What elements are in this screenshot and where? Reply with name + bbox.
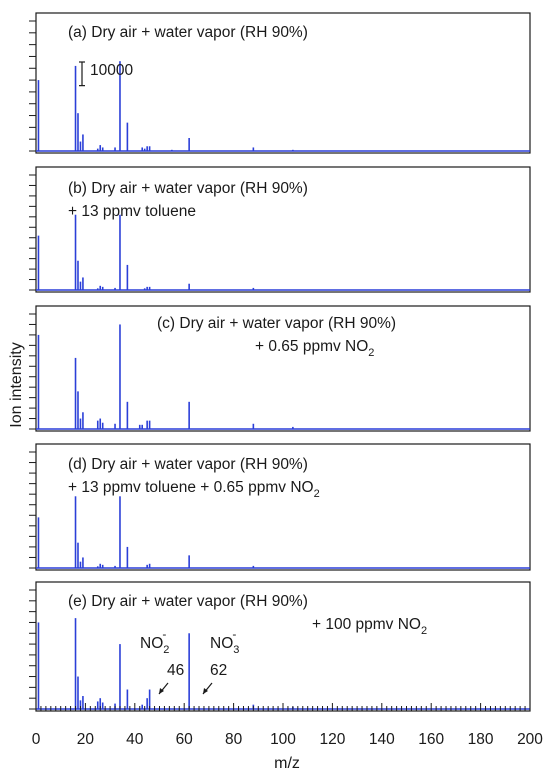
x-tick-label: 20 — [77, 731, 95, 748]
annotation-ion: NO2- — [140, 627, 169, 656]
panel-c: (c) Dry air + water vapor (RH 90%) + 0.65… — [29, 305, 531, 432]
scale-bar-label: 10000 — [90, 62, 133, 79]
arrow-head — [203, 688, 208, 694]
x-tick-label: 120 — [319, 731, 345, 748]
annotation-ion: NO3- — [210, 627, 239, 656]
x-tick-label: 80 — [225, 731, 243, 748]
panel-label-line1: (d) Dry air + water vapor (RH 90%) — [68, 456, 308, 473]
panel-label-line2: + 13 ppmv toluene + 0.65 ppmv NO2 — [68, 479, 320, 500]
panel-frame — [35, 166, 531, 293]
x-tick-label: 160 — [418, 731, 444, 748]
annotation-62: NO3- 62 — [202, 627, 239, 695]
x-tick-label: 180 — [468, 731, 494, 748]
panel-label-line1: (b) Dry air + water vapor (RH 90%) — [68, 180, 308, 197]
x-tick-label: 40 — [126, 731, 144, 748]
x-tick-label: 200 — [517, 731, 543, 748]
panels: (a) Dry air + water vapor (RH 90%)10000(… — [29, 12, 531, 712]
annotation-mz: 46 — [167, 662, 184, 679]
panel-frame — [35, 443, 531, 571]
annotation-46: NO2- 46 — [140, 627, 184, 695]
x-tick-label: 60 — [176, 731, 194, 748]
x-tick-label: 140 — [369, 731, 395, 748]
panel-label-line2: + 100 ppmv NO2 — [312, 616, 427, 637]
panel-e: (e) Dry air + water vapor (RH 90%)+ 100 … — [29, 581, 531, 712]
panel-label-line1: (c) Dry air + water vapor (RH 90%) — [157, 315, 396, 332]
x-tick-label: 0 — [32, 731, 41, 748]
panel-d: (d) Dry air + water vapor (RH 90%) + 13 p… — [29, 443, 531, 571]
x-axis: 0 20 40 60 80 100 120 140 160 180 200 — [32, 703, 543, 748]
panel-a: (a) Dry air + water vapor (RH 90%) 10000 — [29, 12, 531, 154]
panel-b: (b) Dry air + water vapor (RH 90%) + 13 p… — [29, 166, 531, 293]
panel-label-line2: + 13 ppmv toluene — [68, 203, 196, 220]
panel-label-line1: (a) Dry air + water vapor (RH 90%) — [68, 24, 308, 41]
panel-label-line1: (e) Dry air + water vapor (RH 90%) — [68, 593, 308, 610]
arrow-head — [159, 688, 164, 694]
panel-frame — [35, 305, 531, 432]
x-axis-label: m/z — [274, 755, 300, 772]
panel-label-line2: + 0.65 ppmv NO2 — [255, 338, 374, 359]
annotation-mz: 62 — [210, 662, 227, 679]
x-tick-label: 100 — [270, 731, 296, 748]
y-axis-label: Ion intensity — [8, 342, 25, 427]
panel-frame — [35, 12, 531, 154]
